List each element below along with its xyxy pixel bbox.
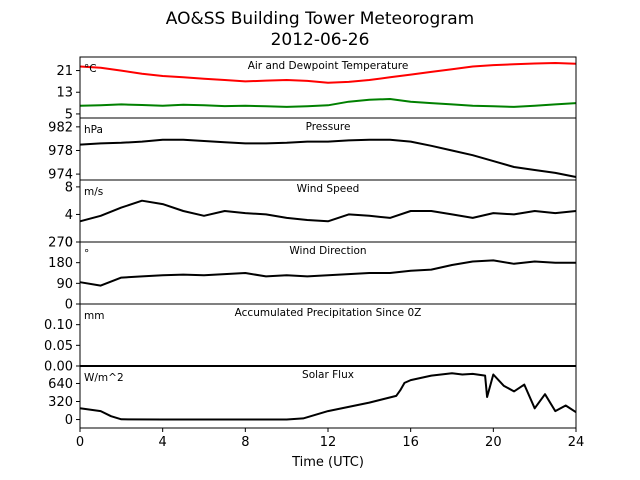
panels-group: 21 13 5 Air and Dewpoint Temperature °C 982 97… <box>44 56 585 450</box>
panel-2: 8 4 0 Wind Speed m/s <box>65 179 577 251</box>
y-tick-label-0-1: 13 <box>56 86 73 101</box>
y-tick-label-5-1: 320 <box>48 395 73 410</box>
series-line-3-0 <box>79 259 576 287</box>
panel-unit-2: m/s <box>84 186 103 198</box>
y-tick-label-1-0: 982 <box>48 120 73 135</box>
series-line-0-1 <box>79 98 577 108</box>
y-tick-label-5-2: 0 <box>65 413 73 428</box>
panel-unit-1: hPa <box>84 124 103 136</box>
y-tick-label-0-2: 5 <box>65 107 73 122</box>
x-tick-label-4: 16 <box>402 435 419 450</box>
panel-0: 21 13 5 Air and Dewpoint Temperature °C <box>56 56 577 122</box>
x-tick-label-2: 8 <box>241 435 249 450</box>
series-line-5-0 <box>79 372 577 421</box>
y-tick-label-4-1: 0.05 <box>44 339 73 354</box>
y-tick-label-3-3: 0 <box>65 298 73 313</box>
panel-title-4: Accumulated Precipitation Since 0Z <box>235 307 422 319</box>
panel-1: 982 978 974 Pressure hPa <box>48 117 577 183</box>
y-tick-label-3-0: 270 <box>48 236 73 251</box>
x-tick-label-0: 0 <box>76 435 84 450</box>
x-tick-label-6: 24 <box>568 435 585 450</box>
y-tick-label-3-1: 180 <box>48 256 73 271</box>
panel-unit-5: W/m^2 <box>84 372 124 384</box>
y-tick-label-1-2: 974 <box>48 168 73 183</box>
y-tick-label-2-1: 4 <box>65 208 73 223</box>
series-line-1-0 <box>79 138 577 178</box>
panel-5: 640 320 0 Solar Flux W/m^2 <box>48 365 577 429</box>
series-line-0-0 <box>79 62 577 84</box>
panel-title-5: Solar Flux <box>302 369 354 381</box>
y-tick-label-0-0: 21 <box>56 64 73 79</box>
x-axis-label: Time (UTC) <box>291 455 364 470</box>
y-tick-label-2-2: 0 <box>65 236 73 251</box>
y-tick-label-4-2: 0.00 <box>44 360 73 375</box>
panel-unit-0: °C <box>84 63 97 75</box>
chart-title: AO&SS Building Tower Meteorogram <box>166 9 474 29</box>
x-tick-label-5: 20 <box>485 435 502 450</box>
y-tick-label-2-0: 8 <box>65 180 73 195</box>
panel-unit-3: ° <box>84 248 89 260</box>
x-tick-label-1: 4 <box>159 435 167 450</box>
y-tick-label-1-1: 978 <box>48 144 73 159</box>
panel-title-2: Wind Speed <box>297 183 360 195</box>
chart-subtitle: 2012-06-26 <box>271 30 370 50</box>
y-tick-label-4-0: 0.10 <box>44 318 73 333</box>
panel-title-0: Air and Dewpoint Temperature <box>248 60 409 72</box>
y-tick-label-3-2: 90 <box>56 277 73 292</box>
y-tick-label-5-0: 640 <box>48 377 73 392</box>
panel-title-1: Pressure <box>306 121 351 133</box>
x-tick-label-3: 12 <box>320 435 337 450</box>
panel-4: 0.10 0.05 0.00 Accumulated Precipitation Si… <box>44 303 577 375</box>
panel-unit-4: mm <box>84 310 104 322</box>
panel-3: 270 180 90 0 Wind Direction ° <box>48 236 577 313</box>
series-line-2-0 <box>79 199 577 223</box>
panel-title-3: Wind Direction <box>289 245 366 257</box>
